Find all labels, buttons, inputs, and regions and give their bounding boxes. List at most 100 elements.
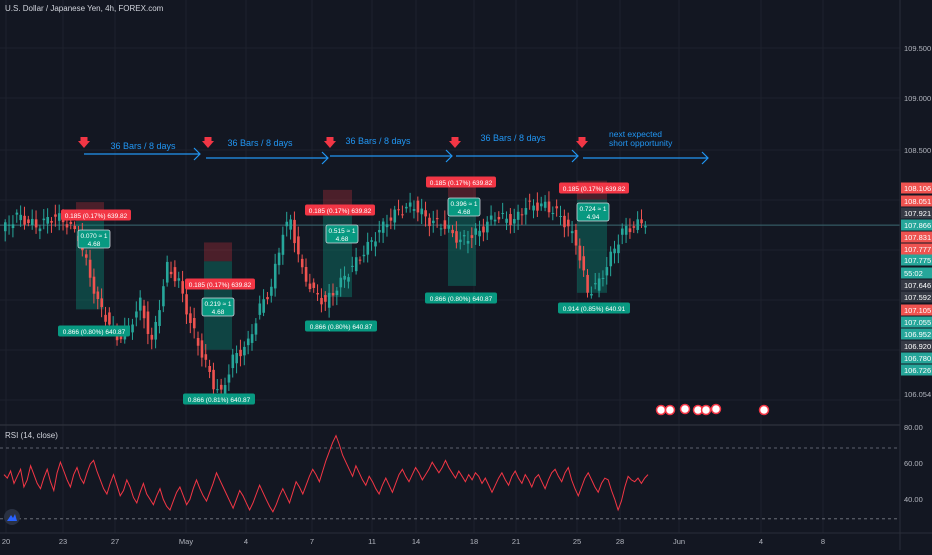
candle-body [304, 266, 308, 282]
candle-body [235, 353, 238, 364]
price-tag-bg [901, 195, 932, 207]
candle-body [96, 291, 100, 300]
candle-body [216, 389, 219, 391]
candle-body [324, 295, 327, 302]
price-tag-bg [901, 316, 932, 328]
candle-body [15, 212, 19, 215]
candle-body [578, 245, 582, 261]
price-tag-bg [901, 352, 932, 364]
chart-title: U.S. Dollar / Japanese Yen, 4h, FOREX.co… [5, 4, 164, 13]
candle-body [169, 271, 173, 275]
reward-label-bg [558, 302, 630, 314]
reward-label-bg [183, 393, 255, 405]
candle-body [358, 259, 362, 261]
candle-body [7, 224, 11, 226]
candle-body [293, 219, 296, 244]
candle-body [374, 241, 377, 247]
price-tag: 107.777 [904, 245, 931, 254]
candle-body [212, 369, 215, 390]
candle-body [590, 293, 593, 296]
candle-body [385, 224, 389, 228]
ratio-label: 0.219 ≈ 1 [204, 301, 231, 308]
candle-body [451, 229, 454, 234]
candle-body [339, 277, 343, 288]
candle-body [150, 334, 154, 340]
profit-zone [323, 208, 352, 298]
time-axis-label: 4 [759, 537, 763, 546]
candle-body [227, 374, 231, 383]
candle-body [636, 219, 640, 230]
cycle-label: 36 Bars / 8 days [227, 138, 293, 148]
candle-body [308, 283, 312, 290]
candle-body [401, 214, 404, 216]
price-tag: 107.866 [904, 221, 931, 230]
candle-body [370, 240, 373, 242]
annotations: 0.185 (0.17%) 639.82 0.185 (0.17%) 639.82… [58, 129, 770, 416]
price-tag-bg [901, 182, 932, 194]
candle-body [613, 248, 616, 254]
candle-body [119, 335, 123, 340]
candle-body [624, 225, 628, 235]
candle-body [570, 231, 574, 234]
grid [0, 0, 900, 533]
risk-label-bg [305, 204, 375, 216]
candle-body [366, 241, 370, 255]
time-axis-label: 27 [111, 537, 119, 546]
candle-body [327, 292, 331, 308]
candle-body [447, 225, 451, 229]
price-tag: 106.952 [904, 330, 931, 339]
candle-body [466, 240, 470, 244]
candle-body [192, 318, 196, 329]
risk-label: 0.185 (0.17%) 639.82 [563, 186, 626, 193]
candle-body [513, 218, 516, 224]
ratio-label-bg [201, 297, 235, 317]
stop-zone [204, 242, 232, 262]
candle-body [524, 208, 528, 215]
candle-body [486, 221, 489, 233]
price-tag-bg [901, 243, 932, 255]
candle-body [474, 228, 478, 235]
candle-body [108, 312, 111, 325]
candle-body [42, 218, 46, 221]
ratio-label-bg [447, 197, 481, 217]
time-axis-label: May [179, 537, 193, 546]
ratio-label: 0.070 ≈ 1 [80, 233, 107, 240]
candle-body [354, 257, 358, 272]
price-tag: 106.726 [904, 366, 931, 375]
time-axis-label: 7 [310, 537, 314, 546]
candle-body [493, 219, 497, 222]
down-arrow-icon [576, 137, 588, 148]
candle-body [362, 254, 366, 257]
time-axis-label: 8 [821, 537, 825, 546]
price-tag-bg [901, 291, 932, 303]
time-axis-label: 23 [59, 537, 67, 546]
event-marker-icon [679, 403, 691, 415]
next-expected-label: short opportunity [609, 138, 673, 148]
candle-body [281, 234, 285, 255]
risk-label-bg [559, 182, 629, 194]
candle-body [100, 298, 104, 308]
candle-body [640, 219, 643, 224]
price-tag-bg [901, 364, 932, 376]
candle-body [540, 203, 543, 207]
price-tag: 107.921 [904, 209, 931, 218]
candle-body [46, 217, 50, 224]
price-tag: 107.055 [904, 318, 931, 327]
price-tag: 55:02 [904, 269, 923, 278]
candle-body [378, 229, 381, 233]
cycle-label: 36 Bars / 8 days [110, 141, 176, 151]
candle-body [162, 286, 165, 307]
reward-label: 0.914 (0.85%) 640.91 [563, 306, 626, 313]
arrow-right-icon [321, 151, 329, 165]
candle-body [351, 265, 354, 267]
candle-body [397, 209, 400, 211]
candle-body [320, 297, 323, 305]
arrow-right-icon [571, 149, 579, 163]
candle-body [617, 244, 620, 254]
tradingview-logo-icon[interactable] [4, 509, 20, 525]
candle-body [273, 263, 277, 289]
stop-zone [323, 189, 352, 209]
